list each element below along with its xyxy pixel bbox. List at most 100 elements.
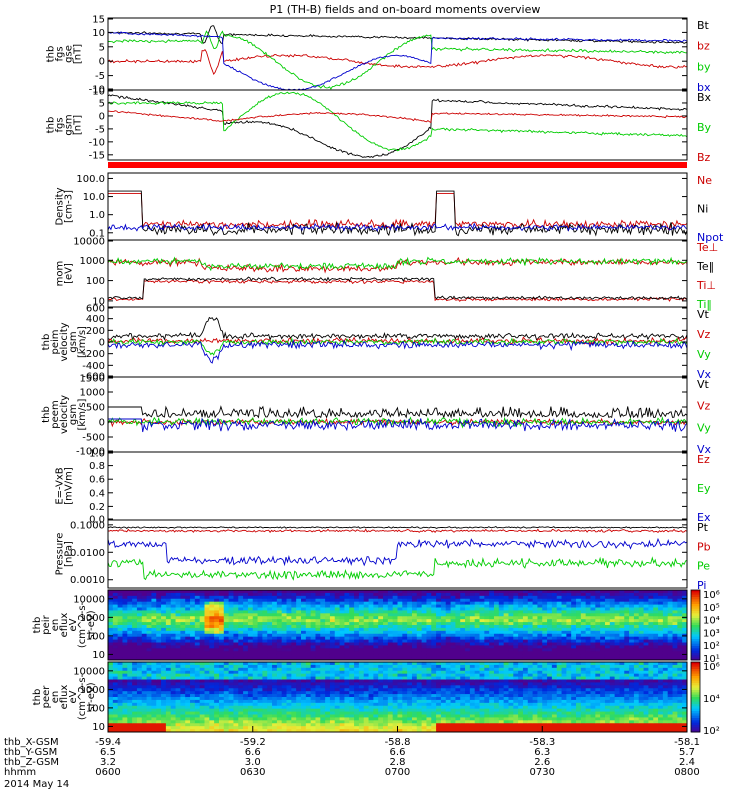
heatmap-cell bbox=[233, 625, 239, 629]
heatmap-cell bbox=[609, 657, 616, 661]
heatmap-cell bbox=[329, 627, 336, 632]
heatmap-cell bbox=[392, 699, 399, 704]
heatmap-cell bbox=[180, 676, 186, 680]
heatmap-cell bbox=[127, 598, 133, 603]
heatmap-cell bbox=[547, 601, 553, 606]
heatmap-cell bbox=[257, 708, 263, 713]
heatmap-cell bbox=[190, 648, 196, 652]
heatmap-cell bbox=[421, 697, 427, 701]
heatmap-cell bbox=[190, 714, 196, 718]
heatmap-cell bbox=[566, 595, 572, 600]
heatmap-cell bbox=[214, 645, 220, 649]
heatmap-cell bbox=[315, 662, 321, 666]
heatmap-cell bbox=[194, 679, 201, 683]
heatmap-cell bbox=[667, 627, 674, 632]
heatmap-cell bbox=[677, 657, 683, 661]
heatmap-cell bbox=[185, 639, 191, 643]
ylabel-line: eflux bbox=[59, 685, 70, 710]
heatmap-cell bbox=[551, 619, 558, 623]
heatmap-cell bbox=[392, 711, 399, 715]
heatmap-cell bbox=[190, 691, 196, 695]
heatmap-cell bbox=[460, 708, 466, 713]
heatmap-cell bbox=[407, 702, 413, 707]
heatmap-cell bbox=[614, 625, 620, 629]
heatmap-cell bbox=[354, 592, 360, 597]
heatmap-cell bbox=[469, 610, 476, 614]
heatmap-cell bbox=[238, 705, 244, 710]
heatmap-cell bbox=[190, 729, 196, 733]
heatmap-cell bbox=[122, 676, 128, 680]
heatmap-cell bbox=[136, 654, 143, 658]
heatmap-cell bbox=[151, 705, 157, 710]
heatmap-cell bbox=[469, 601, 476, 606]
heatmap-cell bbox=[455, 726, 461, 730]
heatmap-cell bbox=[286, 648, 292, 652]
heatmap-cell bbox=[194, 662, 201, 666]
heatmap-cell bbox=[373, 662, 379, 666]
heatmap-cell bbox=[257, 697, 263, 701]
heatmap-cell bbox=[281, 630, 288, 635]
heatmap-cell bbox=[566, 613, 572, 617]
heatmap-cell bbox=[349, 625, 355, 629]
heatmap-cell bbox=[392, 627, 399, 632]
heatmap-cell bbox=[378, 625, 384, 629]
heatmap-cell bbox=[320, 627, 326, 632]
heatmap-cell bbox=[151, 604, 157, 608]
heatmap-cell bbox=[368, 688, 374, 692]
heatmap-cell bbox=[604, 639, 611, 643]
heatmap-cell bbox=[194, 613, 201, 617]
heatmap-cell bbox=[604, 619, 611, 623]
heatmap-cell bbox=[329, 590, 336, 594]
heatmap-cell bbox=[431, 607, 437, 611]
heatmap-cell bbox=[465, 595, 471, 600]
heatmap-cell bbox=[421, 619, 427, 623]
heatmap-cell bbox=[301, 616, 307, 620]
heatmap-cell bbox=[474, 645, 481, 649]
heatmap-cell bbox=[585, 610, 591, 614]
heatmap-cell bbox=[416, 625, 423, 629]
heatmap-cell bbox=[609, 636, 616, 641]
heatmap-cell bbox=[257, 702, 263, 707]
heatmap-cell bbox=[281, 622, 288, 626]
heatmap-cell bbox=[252, 654, 259, 658]
heatmap-cell bbox=[141, 691, 148, 695]
heatmap-cell bbox=[363, 697, 370, 701]
heatmap-cell bbox=[117, 630, 123, 635]
heatmap-cell bbox=[556, 616, 563, 620]
heatmap-cell bbox=[301, 679, 307, 683]
heatmap-cell bbox=[329, 619, 336, 623]
heatmap-cell bbox=[272, 691, 278, 695]
heatmap-cell bbox=[276, 662, 283, 666]
heatmap-cell bbox=[383, 657, 389, 661]
heatmap-cell bbox=[175, 720, 181, 724]
heatmap-cell bbox=[392, 670, 399, 675]
heatmap-cell bbox=[291, 651, 297, 655]
heatmap-cell bbox=[165, 654, 172, 658]
heatmap-cell bbox=[228, 720, 234, 724]
heatmap-cell bbox=[301, 699, 307, 704]
heatmap-cell bbox=[122, 726, 128, 730]
heatmap-cell bbox=[223, 720, 230, 724]
heatmap-cell bbox=[112, 639, 119, 643]
heatmap-cell bbox=[165, 679, 172, 683]
heatmap-cell bbox=[479, 633, 485, 638]
heatmap-cell bbox=[214, 595, 220, 600]
legend-entry: bz bbox=[697, 40, 710, 53]
heatmap-cell bbox=[170, 691, 177, 695]
heatmap-cell bbox=[561, 630, 567, 635]
heatmap-cell bbox=[614, 592, 620, 597]
heatmap-cell bbox=[363, 651, 370, 655]
heatmap-cell bbox=[643, 642, 649, 646]
heatmap-cell bbox=[513, 654, 519, 658]
heatmap-cell bbox=[146, 685, 152, 689]
heatmap-cell bbox=[218, 619, 225, 623]
colorbar-swatch bbox=[691, 625, 700, 628]
heatmap-cell bbox=[363, 636, 370, 641]
heatmap-cell bbox=[450, 662, 456, 666]
heatmap-cell bbox=[146, 679, 152, 683]
heatmap-cell bbox=[180, 726, 186, 730]
heatmap-cell bbox=[373, 702, 379, 707]
heatmap-cell bbox=[136, 604, 143, 608]
heatmap-cell bbox=[276, 673, 283, 678]
heatmap-cell bbox=[185, 682, 191, 686]
